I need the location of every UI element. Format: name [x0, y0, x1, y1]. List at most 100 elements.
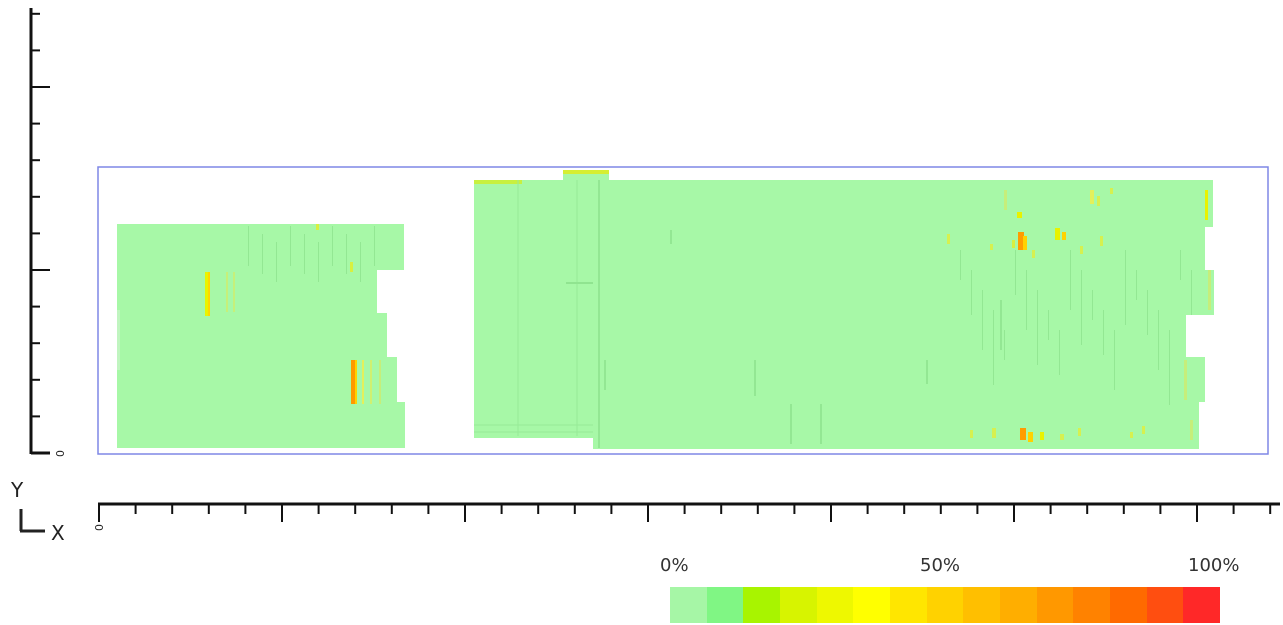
legend-swatch [1073, 587, 1111, 623]
result-cell [1191, 270, 1192, 315]
x-axis: 0 [93, 502, 1280, 531]
result-cell [926, 360, 928, 384]
result-cell [1130, 432, 1133, 438]
result-cell [1060, 434, 1064, 440]
model-bounding-box [97, 166, 1269, 455]
result-cell [1090, 190, 1094, 204]
result-cell [1114, 330, 1115, 390]
legend-swatch [1146, 587, 1184, 623]
y-axis: 0 [29, 8, 67, 457]
result-cell [1205, 190, 1208, 220]
legend-swatch [853, 587, 891, 623]
result-cell [1070, 250, 1071, 310]
result-cell [350, 262, 353, 272]
legend-swatch [1183, 587, 1221, 623]
legend-swatch [816, 587, 854, 623]
result-cell [992, 428, 996, 438]
legend: 0% 50% 100% [660, 555, 1239, 625]
result-cell [1097, 196, 1100, 206]
result-cell [1062, 232, 1066, 240]
result-cell [1028, 432, 1033, 442]
result-cell [1000, 300, 1002, 350]
result-cell [754, 360, 756, 396]
result-cell [1158, 310, 1159, 370]
result-cell [1092, 290, 1093, 320]
result-cell [316, 224, 319, 230]
result-cell [1136, 270, 1137, 300]
result-cell [1184, 360, 1187, 400]
result-cell [332, 226, 333, 266]
result-cell [1037, 290, 1038, 365]
result-cell [790, 404, 792, 444]
result-cell [290, 226, 291, 266]
result-cell [351, 360, 355, 404]
result-cell [1142, 426, 1145, 434]
result-cell [379, 360, 381, 404]
result-cell [820, 404, 822, 444]
result-cell [1059, 330, 1060, 375]
legend-color-bar [670, 587, 1221, 623]
result-cell [1018, 232, 1024, 250]
middle-block[interactable] [474, 170, 609, 438]
result-cell [960, 250, 961, 280]
result-cell [1100, 236, 1103, 246]
result-cell [262, 234, 263, 274]
result-cell [1147, 290, 1148, 335]
triad-y-label: Y [10, 478, 24, 502]
result-cell [276, 242, 277, 282]
result-cell [1048, 310, 1049, 340]
result-cell [1110, 188, 1113, 194]
model-viewport[interactable]: 0 0 Y X [0, 0, 1283, 550]
result-cell [355, 360, 357, 404]
x-origin-label: 0 [93, 524, 106, 531]
result-cell [374, 226, 375, 266]
right-block[interactable] [593, 180, 1214, 449]
result-cell [971, 270, 972, 315]
result-cell [947, 234, 950, 244]
legend-tick-100: 100% [1188, 555, 1240, 576]
legend-swatch [706, 587, 744, 623]
legend-swatch [670, 587, 707, 623]
result-cell [208, 272, 210, 316]
result-cell [1125, 250, 1126, 325]
result-cell [1169, 330, 1170, 405]
result-cell [346, 234, 347, 274]
result-cell [370, 360, 372, 404]
legend-swatch [963, 587, 1001, 623]
result-cell [1012, 240, 1015, 248]
result-cell [1180, 250, 1181, 280]
result-cell [233, 272, 235, 312]
result-cell [318, 242, 319, 282]
result-cell [1040, 432, 1044, 440]
result-cell [226, 272, 228, 312]
result-cell [1026, 270, 1027, 330]
left-block[interactable] [117, 224, 405, 448]
result-cell [990, 244, 993, 250]
legend-ticks: 0% 50% 100% [660, 555, 1239, 587]
result-cell [1208, 270, 1211, 310]
result-cell [1023, 236, 1027, 250]
result-cell [1103, 310, 1104, 355]
legend-swatch [1036, 587, 1074, 623]
legend-swatch [926, 587, 964, 623]
result-cell [1080, 246, 1083, 254]
result-cell [205, 272, 208, 316]
result-cell [360, 242, 361, 282]
result-cell [598, 180, 600, 448]
legend-tick-50: 50% [920, 555, 961, 576]
result-cell [1078, 428, 1081, 436]
result-cell [1081, 270, 1082, 345]
legend-swatch [1110, 587, 1147, 623]
result-cell [362, 360, 364, 404]
result-cell [982, 290, 983, 350]
result-cell [117, 310, 120, 370]
legend-swatch [1000, 587, 1037, 623]
result-cell [1004, 190, 1007, 210]
y-origin-label: 0 [54, 450, 67, 457]
legend-swatch [780, 587, 817, 623]
result-cell [1020, 428, 1026, 440]
result-cell [670, 230, 672, 244]
result-cell [1190, 420, 1193, 440]
result-cell [604, 360, 606, 390]
result-cell [1055, 228, 1060, 240]
